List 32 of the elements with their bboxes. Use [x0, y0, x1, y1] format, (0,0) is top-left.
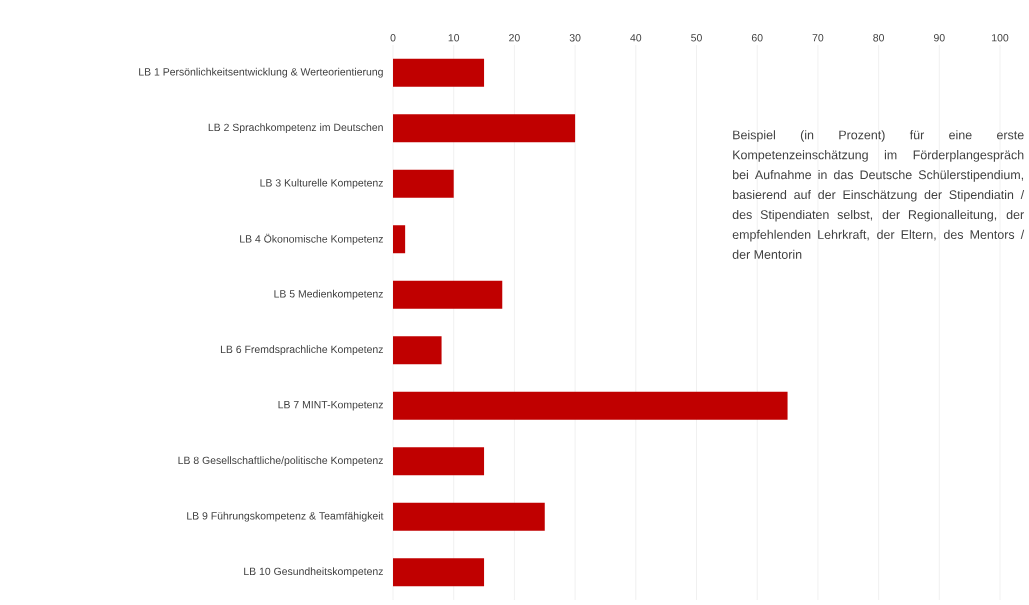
y-tick-label: LB 10 Gesundheitskompetenz	[244, 567, 383, 578]
x-tick-label: 20	[509, 34, 520, 42]
x-tick-label: 0	[390, 34, 396, 42]
bar	[393, 280, 503, 309]
x-tick-label: 40	[630, 34, 642, 42]
y-tick-label: LB 6 Fremdsprachliche Kompetenz	[220, 345, 383, 356]
bar	[393, 502, 545, 531]
bar	[393, 169, 454, 198]
x-tick-label: 30	[569, 34, 581, 42]
x-tick-label: 90	[933, 34, 945, 42]
y-tick-label: LB 5 Medienkompetenz	[274, 289, 383, 300]
annotation: Beispiel (in Prozent) für eine erste Kompetenzeinschätzung im Förderplangespräch bei Aufnahme in das Deutsche Schülerstipendium, basierend auf der Einschätzung der Stipendiatin / des Stipendiaten selbst, der Regionalleitung, der empfehlenden Lehrkraft, der Eltern, des Mentors / der Mentorin	[732, 130, 1025, 259]
x-tick-label: 100	[992, 34, 1009, 42]
y-tick-label: LB 8 Gesellschaftliche/politische Kompetenz	[178, 456, 383, 467]
bar	[393, 336, 442, 365]
x-tick-label: 70	[812, 34, 824, 42]
bar	[393, 58, 485, 87]
y-tick-label: LB 2 Sprachkompetenz im Deutschen	[208, 123, 383, 134]
y-tick-label: LB 7 MINT-Kompetenz	[278, 401, 383, 411]
bar	[393, 447, 485, 476]
x-tick-label: 50	[691, 34, 702, 42]
bar	[393, 558, 485, 587]
y-tick-label: LB 3 Kulturelle Kompetenz	[260, 178, 383, 189]
y-tick-label: LB 4 Ökonomische Kompetenz	[240, 233, 383, 245]
y-tick-label: LB 1 Persönlichkeitsentwicklung & Werteorientierung	[139, 67, 383, 78]
bar	[393, 114, 576, 143]
bar	[393, 391, 788, 420]
bar	[393, 225, 406, 254]
y-tick-label: LB 9 Führungskompetenz & Teamfähigkeit	[187, 511, 384, 522]
x-tick-label: 60	[751, 34, 763, 42]
x-tick-label: 10	[448, 34, 460, 42]
x-tick-label: 80	[873, 34, 885, 42]
